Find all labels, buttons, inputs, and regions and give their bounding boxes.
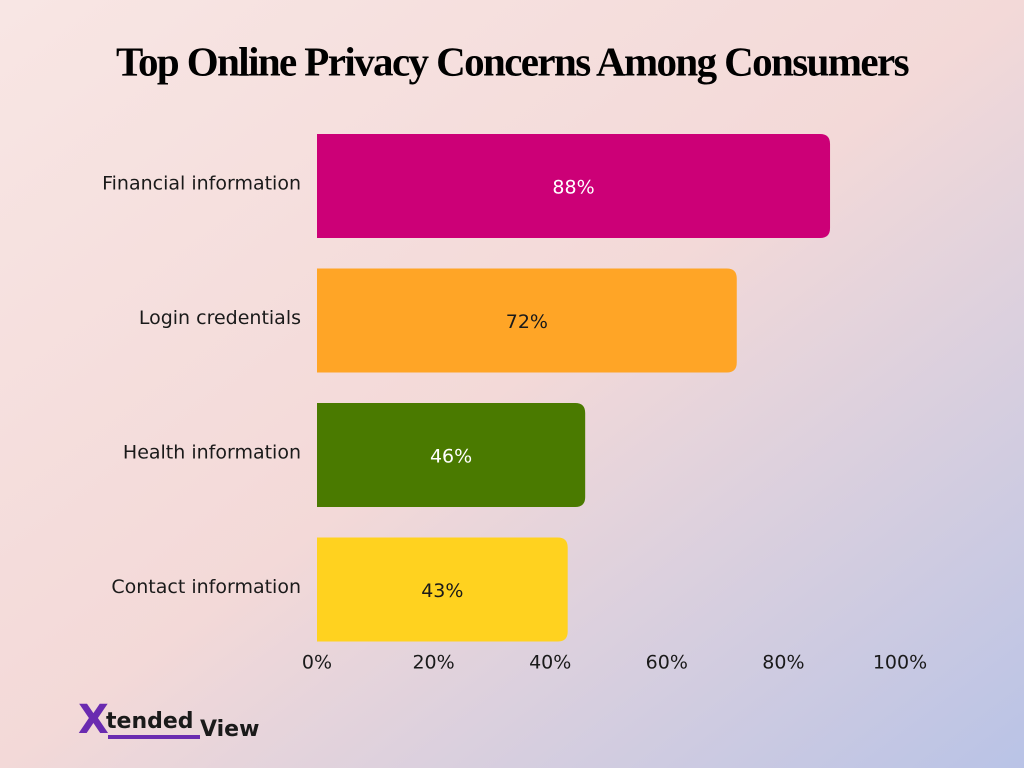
y-tick-label: Financial information	[102, 173, 301, 195]
x-tick-label: 80%	[762, 652, 804, 674]
value-label: 43%	[421, 580, 463, 602]
logo-text: View	[200, 717, 259, 742]
x-tick-label: 100%	[873, 652, 927, 674]
bar	[317, 403, 586, 507]
logo: X tended View	[78, 697, 259, 743]
y-tick-label: Login credentials	[139, 307, 301, 329]
logo-underline	[108, 735, 200, 739]
x-tick-label: 40%	[529, 652, 571, 674]
logo-text: tended	[106, 709, 194, 734]
bar	[317, 268, 737, 373]
y-tick-label: Contact information	[111, 576, 301, 598]
x-tick-label: 20%	[412, 652, 454, 674]
value-label: 88%	[552, 177, 594, 199]
bar	[317, 537, 568, 642]
x-tick-label: 0%	[302, 652, 332, 674]
logo-mark: X	[78, 697, 109, 743]
x-tick-label: 60%	[646, 652, 688, 674]
value-label: 46%	[430, 446, 472, 468]
value-label: 72%	[506, 311, 548, 333]
bar	[317, 134, 831, 238]
y-tick-label: Health information	[123, 442, 301, 464]
chart-title: Top Online Privacy Concerns Among Consum…	[116, 38, 909, 84]
